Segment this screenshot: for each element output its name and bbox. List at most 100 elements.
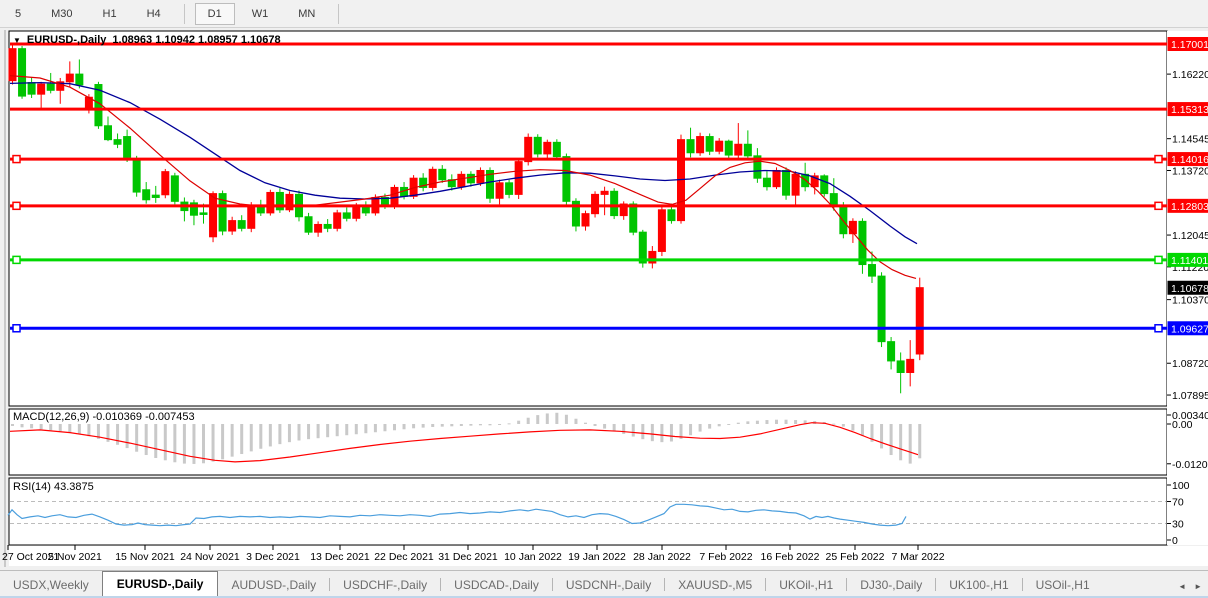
macd-histogram-bar	[249, 424, 253, 452]
tab-ukoil-h1[interactable]: UKOil-,H1	[779, 578, 834, 592]
macd-histogram-bar	[11, 424, 14, 426]
line-handle-right[interactable]	[1154, 154, 1163, 164]
time-axis-label: 10 Jan 2022	[504, 551, 562, 563]
chart-title[interactable]: ▼ EURUSD-,Daily 1.08963 1.10942 1.08957 …	[13, 34, 281, 46]
toolbar-separator	[338, 3, 340, 24]
tab-usdcnh-daily[interactable]: USDCNH-,Daily	[565, 578, 652, 592]
line-handle-left[interactable]	[12, 154, 21, 164]
chart-symbol-label: EURUSD-,Daily	[26, 34, 107, 46]
chart-dropdown-icon[interactable]: ▼	[13, 35, 21, 45]
macd-histogram-bar	[373, 424, 377, 433]
level-price-label	[1167, 198, 1208, 213]
candle-body	[75, 73, 84, 86]
macd-histogram-bar	[622, 424, 626, 434]
macd-histogram-bar	[498, 424, 502, 425]
timeframe-button-5[interactable]: 5	[2, 3, 34, 25]
tab-eurusd-daily[interactable]: EURUSD-,Daily	[101, 571, 219, 597]
tab-usdx-weekly[interactable]: USDX,Weekly	[13, 578, 89, 592]
timeframe-button-mn[interactable]: MN	[285, 3, 328, 25]
price-axis-label: 1.13720	[1172, 165, 1208, 177]
line-handle-left[interactable]	[12, 201, 21, 211]
candle-body	[877, 275, 886, 343]
candle-body	[915, 287, 924, 355]
candle-body	[524, 136, 533, 163]
timeframe-button-d1[interactable]: D1	[194, 2, 235, 25]
macd-histogram-bar	[431, 424, 435, 427]
time-axis-label: 3 Dec 2021	[246, 551, 300, 563]
tab-uk100-h1[interactable]: UK100-,H1	[949, 578, 1009, 592]
tab-separator	[551, 578, 553, 591]
level-price-label	[1167, 37, 1208, 51]
macd-histogram-bar	[736, 422, 740, 424]
price-axis-label-boxed: 1.15313	[1171, 104, 1208, 116]
macd-histogram-bar	[555, 412, 559, 424]
candle-body	[247, 204, 256, 229]
candle-body	[820, 175, 829, 195]
macd-histogram-bar	[679, 424, 683, 439]
macd-histogram-bar	[335, 424, 339, 437]
macd-histogram-bar	[163, 424, 167, 461]
macd-histogram-bar	[383, 424, 387, 432]
line-handle-left[interactable]	[12, 324, 21, 333]
line-handle-right[interactable]	[1154, 324, 1163, 333]
macd-histogram-bar	[68, 424, 72, 433]
price-axis-label: 1.07895	[1172, 390, 1208, 402]
candle-body	[161, 171, 170, 196]
candle-body	[123, 136, 132, 158]
tab-usdcad-daily[interactable]: USDCAD-,Daily	[454, 578, 539, 592]
candle-body	[209, 193, 218, 238]
time-axis-label: 7 Mar 2022	[891, 551, 944, 563]
line-handle-left[interactable]	[12, 255, 21, 265]
macd-histogram-bar	[507, 423, 511, 425]
candle-body	[724, 140, 733, 156]
tab-separator	[765, 578, 767, 591]
window-splitter[interactable]	[4, 30, 6, 567]
time-axis-label: 25 Feb 2022	[826, 551, 885, 563]
tab-usdchf-daily[interactable]: USDCHF-,Daily	[343, 578, 428, 592]
ma-line-blue	[9, 81, 918, 245]
candle-body	[571, 200, 580, 227]
macd-histogram-bar	[593, 424, 597, 426]
timeframe-button-m30[interactable]: M30	[38, 3, 85, 25]
line-handle-right[interactable]	[1154, 255, 1163, 265]
macd-histogram-bar	[717, 424, 721, 427]
macd-histogram-bar	[564, 414, 568, 424]
tab-scroll-left-icon[interactable]: ◄	[1178, 582, 1187, 591]
time-axis-label: 16 Feb 2022	[761, 551, 820, 563]
tab-usoil-h1[interactable]: USOil-,H1	[1035, 578, 1090, 592]
tab-separator	[329, 578, 331, 591]
macd-histogram-bar	[106, 424, 110, 442]
candle-body	[132, 159, 141, 193]
line-handle-right[interactable]	[1154, 201, 1163, 211]
macd-histogram-bar	[469, 424, 473, 426]
time-axis-label: 5 Nov 2021	[48, 551, 102, 563]
timeframe-button-h1[interactable]: H1	[90, 3, 130, 25]
candle-body	[170, 175, 179, 202]
price-axis-label: 1.16220	[1172, 69, 1208, 81]
tab-xauusd-m5[interactable]: XAUUSD-,M5	[678, 578, 753, 592]
rsi-axis-label: 70	[1172, 497, 1184, 509]
candle-body	[46, 83, 55, 91]
tab-dj30-daily[interactable]: DJ30-,Daily	[860, 578, 923, 592]
tab-audusd-daily[interactable]: AUDUSD-,Daily	[231, 578, 317, 592]
macd-histogram-bar	[202, 424, 205, 464]
time-axis-label: 24 Nov 2021	[180, 551, 240, 563]
candle-body	[333, 212, 342, 229]
macd-histogram-bar	[803, 420, 807, 424]
macd-histogram-bar	[755, 420, 759, 424]
macd-histogram-bar	[354, 424, 358, 435]
timeframe-button-w1[interactable]: W1	[239, 3, 282, 25]
candle-body	[56, 81, 65, 91]
time-axis-label: 31 Dec 2021	[438, 551, 498, 563]
candle-body	[285, 193, 294, 211]
rsi-axis-label: 30	[1172, 519, 1184, 531]
rsi-pane[interactable]	[8, 477, 1168, 546]
timeframe-button-h4[interactable]: H4	[134, 3, 174, 25]
macd-histogram-bar	[794, 420, 798, 424]
candle-body	[505, 182, 514, 195]
candle-body	[906, 358, 915, 373]
tab-scroll-right-icon[interactable]: ►	[1194, 582, 1202, 591]
macd-histogram-bar	[899, 424, 903, 461]
macd-histogram-bar	[727, 424, 731, 425]
macd-histogram-bar	[918, 424, 922, 459]
